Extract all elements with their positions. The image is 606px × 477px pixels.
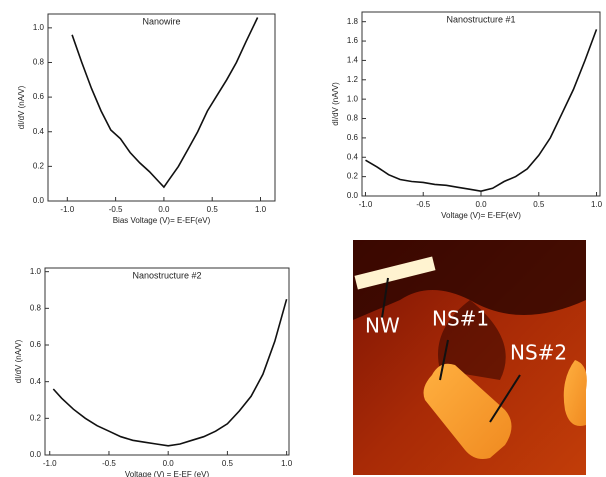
y-axis-label: dI/dV (nA/V): [17, 85, 26, 129]
y-tick-label: 1.6: [347, 36, 359, 45]
y-tick-label: 0.2: [347, 172, 359, 181]
x-tick-label: 0.0: [158, 205, 170, 214]
y-tick-label: 0.4: [33, 127, 45, 136]
y-tick-label: 0.0: [347, 191, 359, 200]
x-tick-label: -1.0: [43, 459, 57, 468]
x-tick-label: 0.5: [533, 200, 545, 209]
line: [366, 29, 597, 191]
image-label: NW: [365, 314, 400, 338]
image-label: NS#1: [432, 307, 489, 331]
line: [53, 299, 286, 446]
plot-frame: [362, 12, 600, 196]
y-tick-label: 0.8: [33, 58, 45, 67]
x-tick-label: 1.0: [281, 459, 293, 468]
x-tick-label: 0.5: [222, 459, 234, 468]
x-tick-label: 0.0: [163, 459, 175, 468]
y-tick-label: 1.2: [347, 75, 359, 84]
x-tick-label: -1.0: [60, 205, 74, 214]
y-tick-label: 1.4: [347, 56, 359, 65]
plot-frame: [48, 14, 275, 201]
stm-image: NW NS#1 NS#2: [353, 240, 587, 475]
y-tick-label: 0.4: [30, 377, 42, 386]
y-tick-label: 0.6: [33, 92, 45, 101]
y-tick-label: 0.2: [33, 161, 45, 170]
y-tick-label: 0.8: [30, 303, 42, 312]
x-axis-label: Voltage (V) = E-EF (eV): [125, 470, 210, 477]
chart-title: Nanowire: [142, 16, 180, 26]
page: {"chart_data": [ {"type": "line", "title…: [0, 0, 606, 477]
x-axis-label: Voltage (V)= E-EF(eV): [441, 211, 521, 220]
x-tick-label: -1.0: [359, 200, 373, 209]
plot-frame: [45, 268, 289, 455]
line: [72, 18, 258, 188]
y-tick-label: 1.0: [33, 23, 45, 32]
y-tick-label: 0.0: [33, 196, 45, 205]
x-tick-label: 0.5: [207, 205, 219, 214]
y-tick-label: 1.0: [347, 94, 359, 103]
x-tick-label: -0.5: [102, 459, 116, 468]
image-label: NS#2: [510, 341, 567, 365]
y-tick-label: 1.8: [347, 17, 359, 26]
x-tick-label: 1.0: [255, 205, 267, 214]
chart-title: Nanostructure #1: [446, 14, 515, 24]
y-tick-label: 1.0: [30, 267, 42, 276]
x-axis-label: Bias Voltage (V)= E-EF(eV): [113, 216, 211, 225]
x-tick-label: -0.5: [416, 200, 430, 209]
chart-title: Nanostructure #2: [132, 270, 201, 280]
y-tick-label: 0.0: [30, 450, 42, 459]
y-axis-label: dI/dV (nA/V): [331, 82, 340, 126]
figure: NW NS#1 NS#2 -1.0 -0.5 0.0 0.5 1.0 0.0 0.2 0.4 0…: [0, 0, 606, 477]
y-tick-label: 0.2: [30, 413, 42, 422]
x-tick-label: 1.0: [591, 200, 603, 209]
y-tick-label: 0.6: [347, 133, 359, 142]
y-tick-label: 0.4: [347, 152, 359, 161]
x-tick-label: 0.0: [475, 200, 487, 209]
y-axis-label: dI/dV (nA/V): [14, 339, 23, 383]
x-tick-label: -0.5: [109, 205, 123, 214]
y-tick-label: 0.8: [347, 114, 359, 123]
y-tick-label: 0.6: [30, 340, 42, 349]
